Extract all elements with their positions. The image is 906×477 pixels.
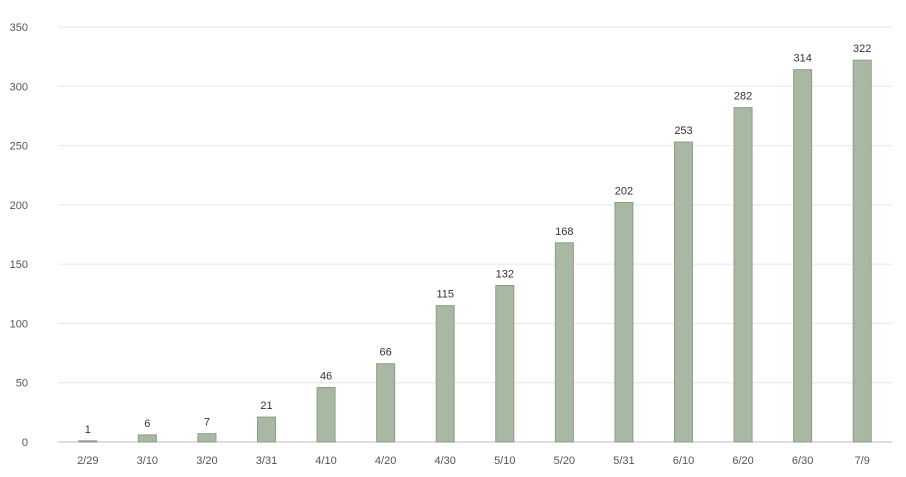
bar-5-10 [495, 284, 515, 443]
y-tick-label: 200 [10, 200, 28, 212]
gridlines [58, 26, 892, 384]
x-tick-label: 3/10 [137, 455, 158, 467]
bar-6-30 [793, 69, 813, 443]
bar-6-10 [674, 141, 693, 443]
y-tick-label: 50 [16, 378, 28, 390]
y-tick-label: 100 [10, 318, 28, 330]
bar-4-10 [316, 386, 336, 443]
bar-5-20 [554, 242, 574, 443]
data-label: 115 [436, 289, 454, 301]
y-tick-label: 300 [10, 81, 28, 93]
y-tick-label: 0 [22, 437, 28, 449]
data-label: 7 [204, 417, 210, 429]
data-label: 168 [555, 226, 573, 238]
y-tick-label: 250 [10, 141, 28, 153]
data-label: 6 [144, 418, 150, 430]
data-label: 253 [674, 125, 692, 137]
bar-2-29 [78, 440, 98, 443]
x-tick-label: 4/20 [375, 455, 396, 467]
x-tick-label: 6/30 [792, 455, 813, 467]
x-tick-label: 3/20 [196, 455, 217, 467]
bar-4-20 [376, 363, 396, 443]
data-label: 1 [85, 424, 91, 436]
bar-6-20 [733, 107, 753, 443]
data-label: 322 [853, 43, 871, 55]
bar-3-31 [257, 416, 276, 443]
data-label: 132 [496, 268, 514, 280]
data-label: 314 [793, 53, 811, 65]
bar-3-20 [197, 433, 217, 443]
x-tick-label: 4/30 [435, 455, 456, 467]
y-tick-label: 150 [10, 259, 28, 271]
bar-4-30 [435, 305, 455, 443]
data-label: 66 [380, 347, 392, 359]
y-tick-label: 350 [10, 22, 28, 34]
x-tick-label: 5/10 [494, 455, 515, 467]
data-label: 202 [615, 185, 633, 197]
data-label: 46 [320, 370, 332, 382]
x-tick-label: 5/20 [554, 455, 575, 467]
data-label: 282 [734, 91, 752, 103]
bar-5-31 [614, 201, 634, 443]
x-tick-label: 4/10 [315, 455, 336, 467]
x-axis-tick-labels: 2/29 3/10 3/20 3/31 4/10 4/20 4/30 5/10 5/20 5/31… [77, 455, 870, 467]
x-tick-label: 3/31 [256, 455, 277, 467]
x-tick-label: 6/20 [732, 455, 753, 467]
x-tick-label: 6/10 [673, 455, 694, 467]
y-axis-tick-labels: 0 50 100 150 200 250 300 350 [10, 22, 28, 449]
bars [78, 59, 872, 443]
bar-3-10 [137, 434, 157, 443]
x-tick-label: 2/29 [77, 455, 98, 467]
x-tick-label: 7/9 [855, 455, 870, 467]
data-labels: 1 6 7 21 46 66 115 132 168 202 253 282 314 322 [85, 43, 872, 436]
x-tick-label: 5/31 [613, 455, 634, 467]
data-label: 21 [260, 400, 272, 412]
bar-7-9 [852, 59, 872, 443]
